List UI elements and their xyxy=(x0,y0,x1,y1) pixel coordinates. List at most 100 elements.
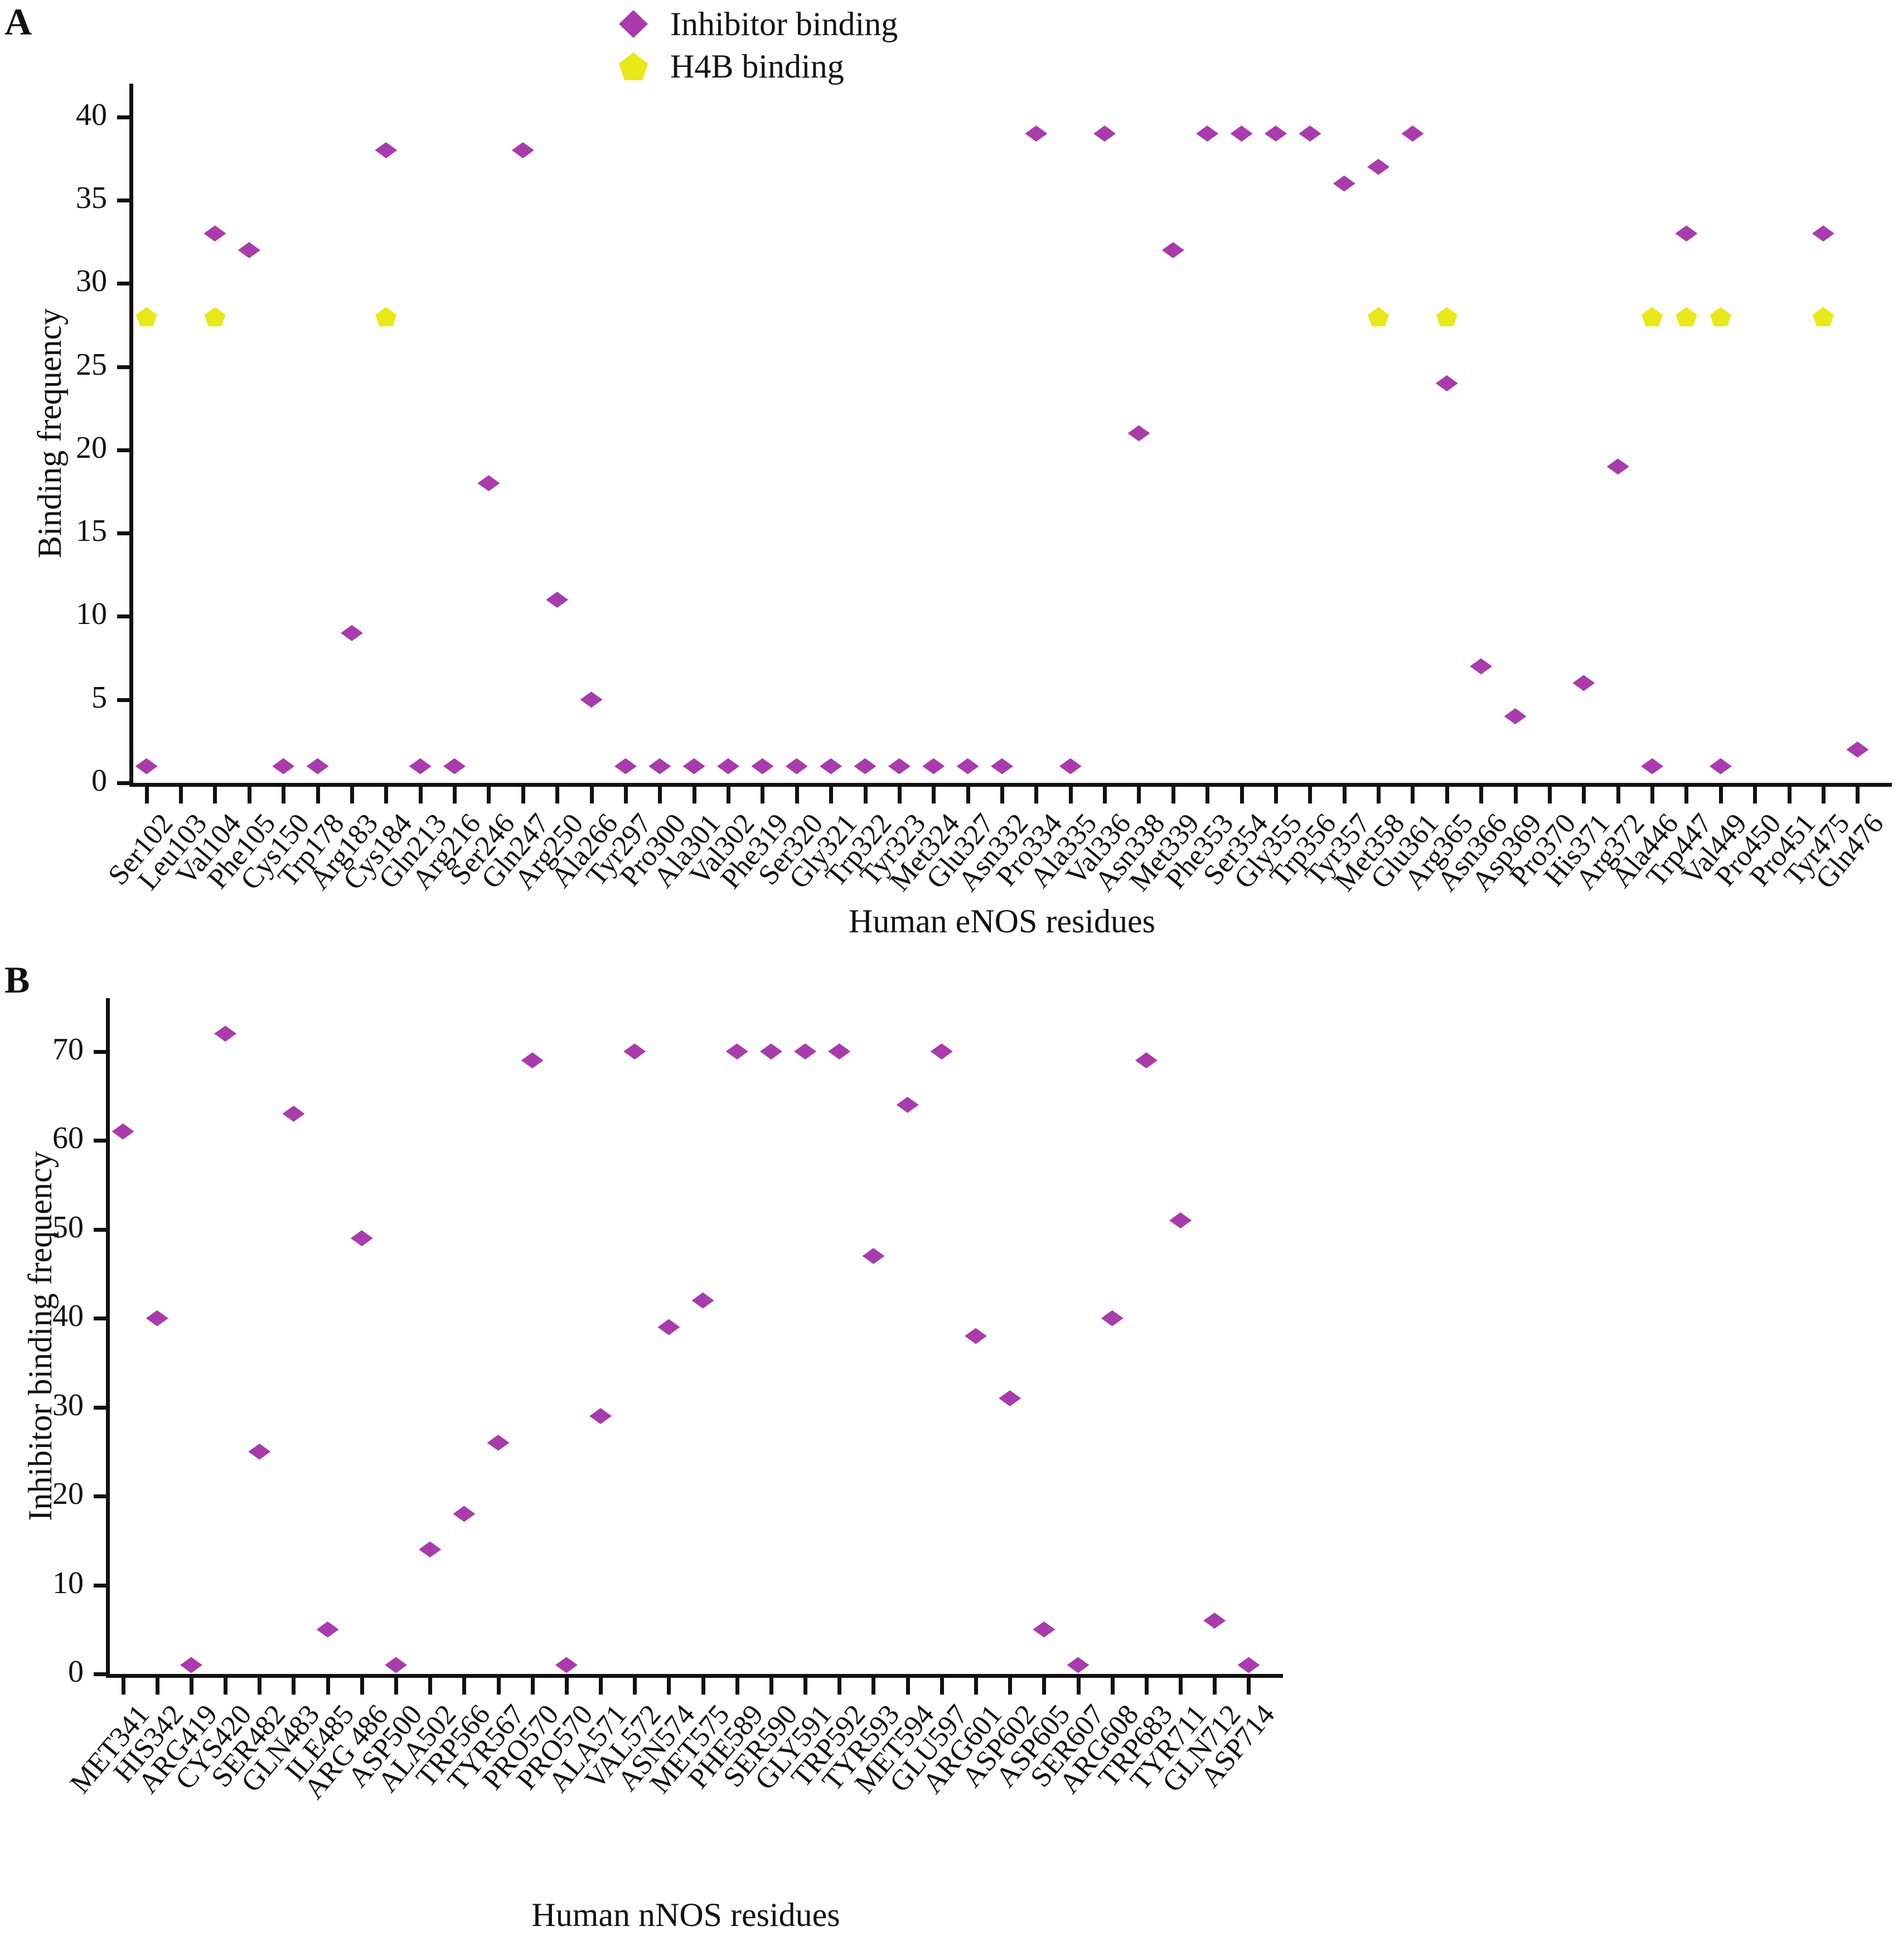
x-tick xyxy=(1342,787,1347,804)
x-tick xyxy=(462,1678,467,1695)
diamond-icon xyxy=(896,1096,919,1113)
diamond-icon xyxy=(1067,1657,1090,1673)
x-tick xyxy=(1144,1678,1149,1695)
data-point-inhibitor xyxy=(1161,242,1184,259)
data-point-h4b xyxy=(1642,307,1663,327)
y-axis-line xyxy=(106,998,110,1675)
diamond-icon xyxy=(1135,1052,1158,1069)
diamond-icon xyxy=(555,1657,578,1673)
diamond-icon xyxy=(1203,1612,1226,1629)
y-tick xyxy=(94,1317,107,1321)
x-tick xyxy=(258,1678,262,1695)
x-tick xyxy=(326,1678,330,1695)
x-tick xyxy=(1513,787,1518,804)
diamond-icon xyxy=(1169,1212,1192,1229)
diamond-icon xyxy=(794,1043,817,1060)
data-point-inhibitor xyxy=(272,758,295,775)
x-tick xyxy=(966,787,970,804)
y-tick-label: 60 xyxy=(52,1121,84,1156)
diamond-icon xyxy=(691,1292,714,1309)
x-tick xyxy=(769,1678,773,1695)
data-point-inhibitor xyxy=(419,1541,442,1558)
y-axis-title: Inhibitor binding frequency xyxy=(22,1151,59,1521)
x-tick xyxy=(1000,787,1004,804)
y-tick xyxy=(117,115,130,119)
data-point-h4b xyxy=(135,307,157,327)
data-point-h4b xyxy=(1812,307,1834,327)
x-tick xyxy=(521,787,525,804)
data-point-inhibitor xyxy=(1127,425,1150,442)
data-point-inhibitor xyxy=(204,225,226,242)
data-point-inhibitor xyxy=(409,758,432,775)
x-axis-title: Human eNOS residues xyxy=(849,903,1155,940)
x-tick xyxy=(1479,787,1484,804)
diamond-icon xyxy=(385,1657,407,1673)
diamond-icon xyxy=(725,1043,748,1060)
x-tick xyxy=(189,1678,193,1695)
y-tick-label: 10 xyxy=(52,1565,84,1600)
data-point-inhibitor xyxy=(135,758,158,775)
data-point-inhibitor xyxy=(888,758,911,775)
x-tick xyxy=(1205,787,1210,804)
y-tick xyxy=(94,1227,107,1232)
data-point-inhibitor xyxy=(385,1657,407,1673)
data-point-inhibitor xyxy=(555,1657,578,1673)
data-point-inhibitor xyxy=(511,142,534,158)
data-point-inhibitor xyxy=(1025,125,1048,142)
diamond-icon xyxy=(350,1230,373,1246)
x-tick xyxy=(1103,787,1107,804)
data-point-inhibitor xyxy=(725,1043,748,1060)
y-tick-label: 15 xyxy=(76,514,107,549)
y-tick-label: 0 xyxy=(68,1654,84,1689)
y-tick-label: 0 xyxy=(91,763,107,798)
data-point-inhibitor xyxy=(648,758,671,775)
x-tick xyxy=(555,787,560,804)
data-point-inhibitor xyxy=(1093,125,1116,142)
data-point-inhibitor xyxy=(477,475,500,492)
x-tick xyxy=(155,1678,159,1695)
data-point-inhibitor xyxy=(854,758,877,775)
data-point-inhibitor xyxy=(453,1506,476,1522)
y-tick xyxy=(94,1494,107,1499)
x-tick xyxy=(599,1678,603,1695)
data-point-h4b xyxy=(1368,307,1389,327)
x-tick xyxy=(213,787,217,804)
data-point-inhibitor xyxy=(112,1123,134,1140)
legend: Inhibitor binding H4B binding xyxy=(619,3,898,88)
x-tick xyxy=(1068,787,1073,804)
x-tick xyxy=(1718,787,1723,804)
y-tick-label: 5 xyxy=(91,680,107,715)
data-point-inhibitor xyxy=(521,1052,544,1069)
x-tick xyxy=(292,1678,296,1695)
x-axis-line xyxy=(106,1674,1283,1678)
y-tick xyxy=(94,1049,107,1054)
legend-label-inhibitor: Inhibitor binding xyxy=(670,5,898,42)
data-point-inhibitor xyxy=(1401,125,1424,142)
data-point-inhibitor xyxy=(443,758,466,775)
x-tick xyxy=(897,787,902,804)
data-point-inhibitor xyxy=(1101,1310,1124,1327)
diamond-icon xyxy=(453,1506,476,1522)
x-tick xyxy=(692,787,696,804)
data-point-inhibitor xyxy=(1641,758,1664,775)
data-point-inhibitor xyxy=(1333,175,1355,192)
data-point-h4b xyxy=(1710,307,1731,327)
data-point-inhibitor xyxy=(717,758,740,775)
data-point-inhibitor xyxy=(306,758,329,775)
data-point-inhibitor xyxy=(1572,675,1595,691)
x-tick xyxy=(1171,787,1175,804)
legend-item-inhibitor: Inhibitor binding xyxy=(619,3,898,45)
x-tick xyxy=(863,787,868,804)
x-tick xyxy=(1213,1678,1217,1695)
x-tick xyxy=(316,787,320,804)
data-point-inhibitor xyxy=(1230,125,1253,142)
x-tick xyxy=(658,787,662,804)
diamond-icon xyxy=(589,1408,612,1424)
y-tick xyxy=(117,531,130,536)
y-tick xyxy=(117,365,130,369)
y-tick-label: 20 xyxy=(52,1477,84,1512)
data-point-inhibitor xyxy=(751,758,774,775)
data-point-inhibitor xyxy=(956,758,979,775)
data-point-inhibitor xyxy=(238,242,260,259)
